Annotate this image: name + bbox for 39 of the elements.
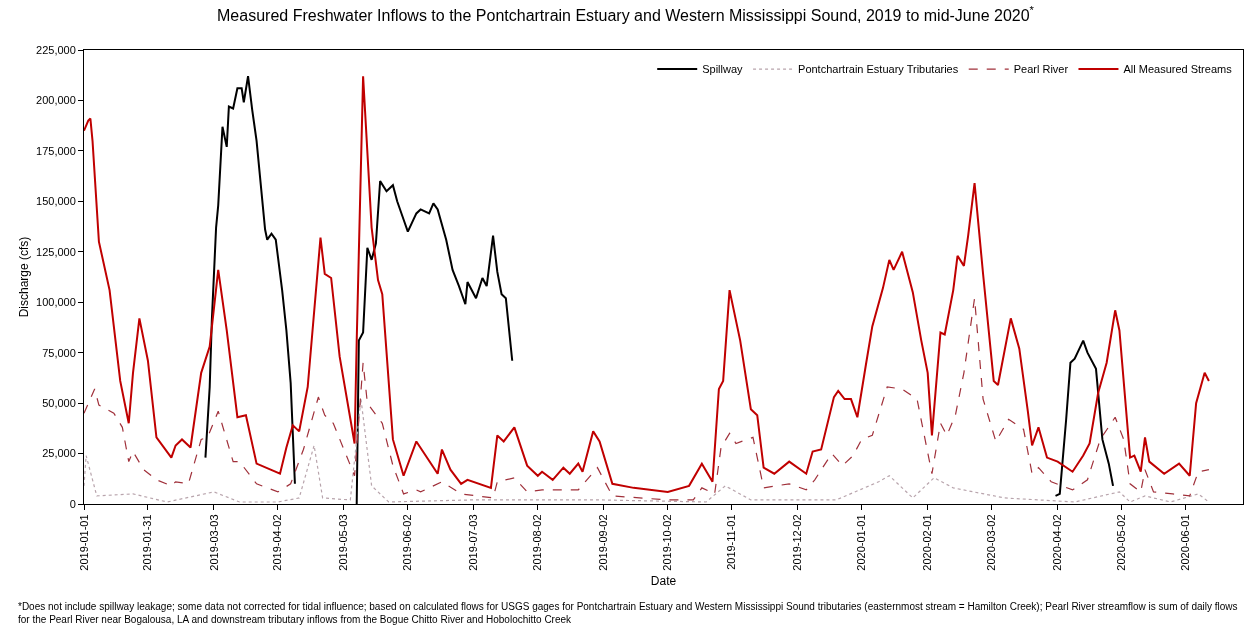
x-tick-label: 2019-03-03 — [207, 514, 220, 571]
x-tick-label: 2019-09-02 — [597, 514, 610, 571]
x-tick-label: 2019-10-02 — [661, 514, 674, 571]
chart-title: Measured Freshwater Inflows to the Pontchartrain Estuary and Western Mississippi Sound, 2019 to mid-June 2020$^{*}$ — [217, 3, 1035, 24]
x-tick-label: 2019-01-31 — [141, 514, 154, 571]
x-tick-label: 2019-05-03 — [337, 514, 350, 571]
line-series — [84, 75, 1210, 493]
text: *Does not include spillway leakage; some data not corrected for tidal influence; based on calculated flows for USGS gages for Pontchartrain Estuary and Western Mississippi Sound tributaries (easternmost stream = Hamilton Creek); Pearl River streamflow is sum of daily flows for the Pearl River near Bogalousa, LA and downstream tributary inflows from the Bogue Chitto River and Hobolochitto Creek — [18, 600, 1239, 626]
y-tick-label: 175,000 — [36, 144, 76, 157]
y-tick-label: 200,000 — [36, 94, 76, 107]
line-series — [84, 297, 1210, 501]
x-tick-label: 2020-01-01 — [855, 514, 868, 571]
legend-label: Pontchartrain Estuary Tributaries — [798, 63, 959, 76]
x-axis-title: Date — [650, 573, 677, 588]
x-tick-label: 2020-04-02 — [1051, 514, 1064, 571]
x-tick-label: 2019-12-02 — [791, 514, 804, 571]
y-tick-label: 75,000 — [42, 346, 76, 359]
legend-label: All Measured Streams — [1123, 63, 1233, 76]
y-tick-label: 150,000 — [36, 195, 76, 208]
x-tick-label: 2020-06-01 — [1179, 514, 1192, 571]
y-tick-label: 125,000 — [36, 245, 76, 258]
x-tick-label: 2019-11-01 — [725, 514, 738, 570]
y-tick-label: 50,000 — [42, 396, 76, 409]
x-tick-label: 2019-06-02 — [401, 514, 414, 571]
x-tick-label: 2019-01-01 — [77, 514, 90, 571]
line-series — [84, 398, 1210, 503]
x-tick-label: 2019-08-02 — [531, 514, 544, 571]
y-tick-label: 225,000 — [36, 43, 76, 56]
y-tick-label: 100,000 — [36, 296, 76, 309]
x-tick-label: 2020-05-02 — [1115, 514, 1128, 571]
legend-label: Spillway — [702, 63, 744, 76]
legend-label: Pearl River — [1013, 63, 1069, 76]
y-axis-title: Discharge (cfs) — [17, 236, 32, 318]
y-tick-label: 25,000 — [42, 447, 76, 460]
x-tick-label: 2019-07-03 — [467, 514, 480, 571]
y-tick-label: 0 — [69, 497, 76, 510]
x-tick-label: 2019-04-02 — [271, 514, 284, 571]
x-tick-label: 2020-02-01 — [921, 514, 934, 571]
x-tick-label: 2020-03-02 — [985, 514, 998, 571]
